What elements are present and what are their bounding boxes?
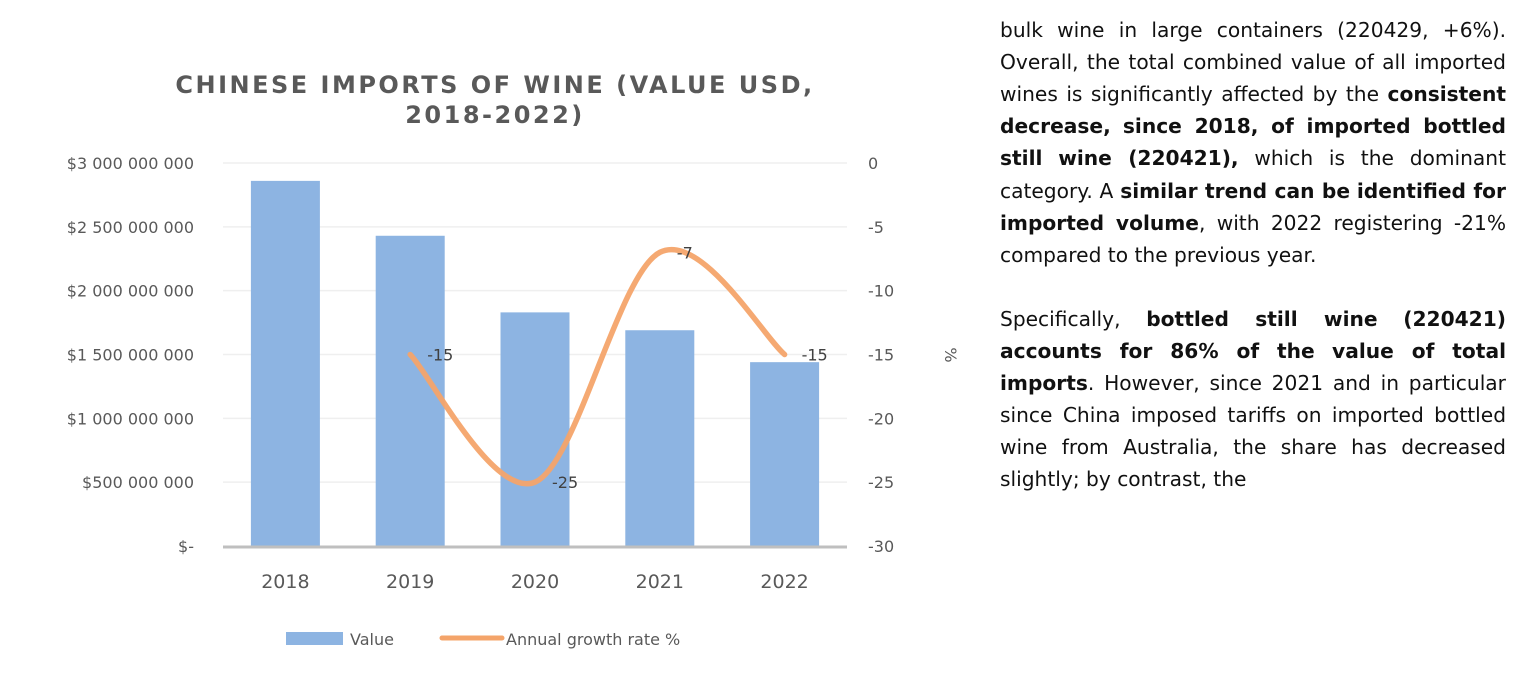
legend-label-value: Value	[350, 630, 394, 649]
right-axis-tick-label: -25	[868, 473, 894, 492]
bar-series	[250, 180, 820, 546]
bar-2020	[500, 312, 570, 546]
paragraph-2: Specifically, bottled still wine (220421…	[1000, 303, 1506, 496]
text-line: bulk wine in large containers (220429,	[1000, 18, 1429, 43]
text-line: previous year.	[1174, 242, 1317, 267]
right-axis-ticks: -30 -25 -20 -15 -10 -5 0	[868, 154, 894, 556]
right-axis-tick-label: 0	[868, 154, 878, 173]
bold-text: consistent decrease,	[1000, 82, 1507, 139]
text-line: , with	[1198, 210, 1260, 235]
bold-text: since 2018, of imported bottled still	[1000, 114, 1506, 171]
bold-text: value of total imports	[1000, 338, 1506, 396]
x-axis-tick-label: 2020	[511, 571, 559, 593]
x-axis-tick-label: 2018	[261, 571, 309, 593]
text-line: affected by the	[1221, 82, 1388, 107]
left-axis-tick-label: $1 500 000 000	[67, 346, 194, 365]
bold-text: identified for imported volume	[1000, 178, 1507, 235]
text-line: since 2021 and in particular since	[1000, 371, 1506, 428]
legend: Value Annual growth rate %	[286, 630, 680, 649]
chart: CHINESE IMPORTS OF WINE (VALUE USD, 2018…	[67, 71, 960, 649]
text-line: which is the dominant	[1238, 146, 1507, 171]
bold-text: (220421) accounts for 86% of the	[1000, 306, 1506, 363]
right-axis-label: %	[941, 347, 960, 362]
right-axis-tick-label: -10	[868, 282, 894, 301]
text-line: bottled wine from Australia, the share	[1000, 403, 1507, 460]
right-axis-tick-label: -5	[868, 218, 884, 237]
text-line: of all imported wines is significantly	[1000, 50, 1506, 107]
data-label-2020: -25	[552, 473, 578, 492]
left-axis-tick-label: $2 500 000 000	[67, 218, 194, 237]
data-labels: -15 -25 -7 -15	[427, 243, 828, 492]
text-line: Specifically,	[1000, 306, 1147, 331]
x-axis-tick-label: 2022	[760, 571, 808, 593]
left-axis-ticks: $- $500 000 000 $1 000 000 000 $1 500 000 0…	[67, 154, 194, 556]
chart-title-line-2: 2018-2022)	[405, 101, 585, 129]
left-axis-tick-label: $1 000 000 000	[67, 409, 194, 428]
text-line: category. A	[1000, 178, 1121, 203]
x-axis-tick-label: 2021	[636, 571, 684, 593]
bold-text: similar trend can be	[1120, 178, 1351, 203]
left-axis-tick-label: $2 000 000 000	[67, 282, 194, 301]
legend-label-growth: Annual growth rate %	[506, 630, 680, 649]
left-axis-tick-label: $3 000 000 000	[67, 154, 194, 173]
right-axis-tick-label: -30	[868, 537, 894, 556]
left-axis-tick-label: $-	[178, 537, 194, 556]
bar-2022	[750, 362, 820, 546]
bar-2018	[250, 180, 320, 546]
data-label-2022: -15	[802, 346, 828, 365]
bold-text: wine (220421),	[1058, 146, 1239, 171]
bar-2021	[625, 330, 695, 546]
data-label-2021: -7	[677, 243, 693, 262]
text-line: China imposed tariffs on imported	[1062, 403, 1424, 428]
data-label-2019: -15	[427, 346, 453, 365]
x-axis-ticks: 2018 2019 2020 2021 2022	[261, 571, 809, 593]
right-axis-tick-label: -15	[868, 346, 894, 365]
text-line: +6%). Overall, the total combined value	[1000, 18, 1507, 75]
bold-text: bottled still wine	[1146, 306, 1378, 331]
text-line: . However,	[1087, 371, 1200, 396]
text-line: 2022 registering -21% compared to the	[1000, 210, 1507, 267]
right-axis-tick-label: -20	[868, 409, 894, 428]
text-line: has decreased slightly; by contrast, the	[1000, 435, 1506, 492]
body-text: x bulk wine in large containers (220429,…	[1000, 0, 1506, 527]
line-series	[407, 247, 788, 487]
paragraph-1: x bulk wine in large containers (220429,…	[1000, 0, 1506, 271]
legend-swatch-value	[286, 632, 343, 645]
x-axis-tick-label: 2019	[386, 571, 434, 593]
left-axis-tick-label: $500 000 000	[82, 473, 194, 492]
chart-title-line-1: CHINESE IMPORTS OF WINE (VALUE USD,	[175, 71, 814, 99]
growth-rate-line	[407, 247, 788, 487]
